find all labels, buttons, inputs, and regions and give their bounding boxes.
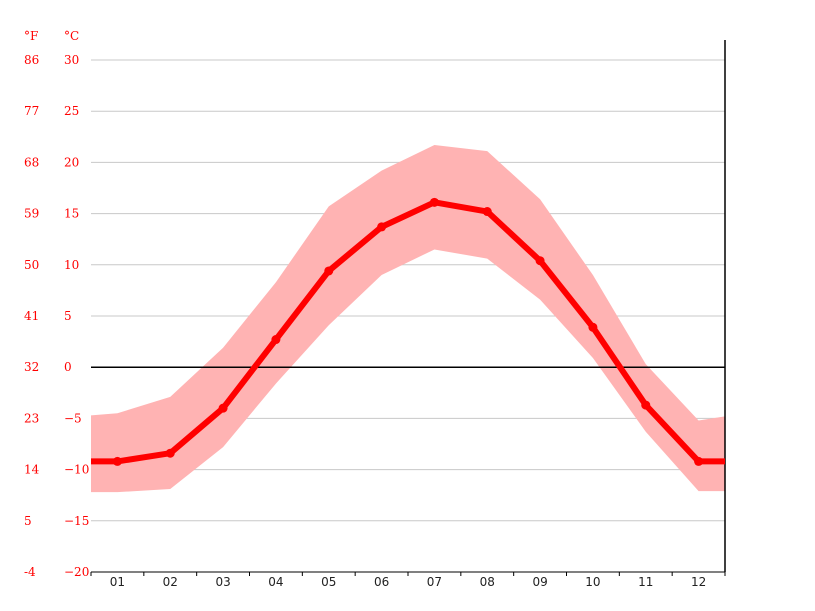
data-point bbox=[429, 197, 439, 207]
y-tick-celsius: 25 bbox=[64, 104, 79, 118]
x-tick-label: 03 bbox=[215, 575, 230, 589]
x-tick-label: 02 bbox=[163, 575, 178, 589]
x-tick-label: 06 bbox=[374, 575, 389, 589]
y-tick-celsius: −20 bbox=[64, 565, 89, 579]
y-tick-celsius: −5 bbox=[64, 411, 82, 425]
x-tick-label: 09 bbox=[532, 575, 547, 589]
data-point bbox=[165, 448, 175, 458]
x-tick-label: 01 bbox=[110, 575, 125, 589]
y-tick-fahrenheit: 5 bbox=[24, 514, 32, 528]
data-point bbox=[535, 256, 545, 266]
y-axis-labels: °F °C 86 30 77 25 68 20 59 15 50 10 41 5 32 0 23 −5 14 −1… bbox=[24, 29, 89, 579]
y-tick-fahrenheit: 23 bbox=[24, 411, 39, 425]
y-tick-fahrenheit: -4 bbox=[24, 565, 36, 579]
x-tick-label: 07 bbox=[427, 575, 442, 589]
x-tick-label: 12 bbox=[691, 575, 706, 589]
x-tick-label: 04 bbox=[268, 575, 283, 589]
mean-line-path bbox=[91, 199, 725, 465]
y-tick-celsius: 10 bbox=[64, 258, 79, 272]
y-tick-celsius: −15 bbox=[64, 514, 89, 528]
x-axis-labels: 01 02 03 04 05 06 07 08 09 10 11 12 bbox=[110, 575, 706, 589]
y-tick-celsius: 15 bbox=[64, 207, 79, 221]
data-point bbox=[588, 322, 598, 332]
y-tick-fahrenheit: 77 bbox=[24, 104, 39, 118]
data-point bbox=[218, 403, 228, 413]
y-tick-celsius: 5 bbox=[64, 309, 72, 323]
y-tick-fahrenheit: 50 bbox=[24, 258, 39, 272]
data-point bbox=[324, 266, 334, 276]
y-tick-fahrenheit: 59 bbox=[24, 207, 39, 221]
unit-fahrenheit-label: °F bbox=[24, 29, 38, 43]
y-tick-fahrenheit: 14 bbox=[24, 463, 40, 477]
unit-celsius-label: °C bbox=[64, 29, 79, 43]
x-tick-label: 10 bbox=[585, 575, 600, 589]
y-tick-celsius: −10 bbox=[64, 463, 89, 477]
y-tick-fahrenheit: 41 bbox=[24, 309, 39, 323]
x-tick-label: 05 bbox=[321, 575, 336, 589]
y-tick-celsius: 20 bbox=[64, 155, 79, 169]
x-tick-label: 11 bbox=[638, 575, 653, 589]
axes bbox=[90, 40, 726, 576]
data-point bbox=[482, 207, 492, 217]
y-tick-fahrenheit: 68 bbox=[24, 155, 39, 169]
y-tick-celsius: 0 bbox=[64, 360, 72, 374]
y-tick-celsius: 30 bbox=[64, 53, 79, 67]
data-point bbox=[377, 222, 387, 232]
min-max-range-area bbox=[91, 144, 725, 493]
temperature-range-band bbox=[91, 144, 725, 493]
mean-temperature-line bbox=[91, 197, 725, 466]
data-point bbox=[694, 456, 704, 466]
data-point bbox=[112, 456, 122, 466]
y-tick-fahrenheit: 32 bbox=[24, 360, 39, 374]
x-tick-label: 08 bbox=[480, 575, 495, 589]
data-point bbox=[641, 400, 651, 410]
y-tick-fahrenheit: 86 bbox=[24, 53, 39, 67]
data-point bbox=[271, 335, 281, 345]
